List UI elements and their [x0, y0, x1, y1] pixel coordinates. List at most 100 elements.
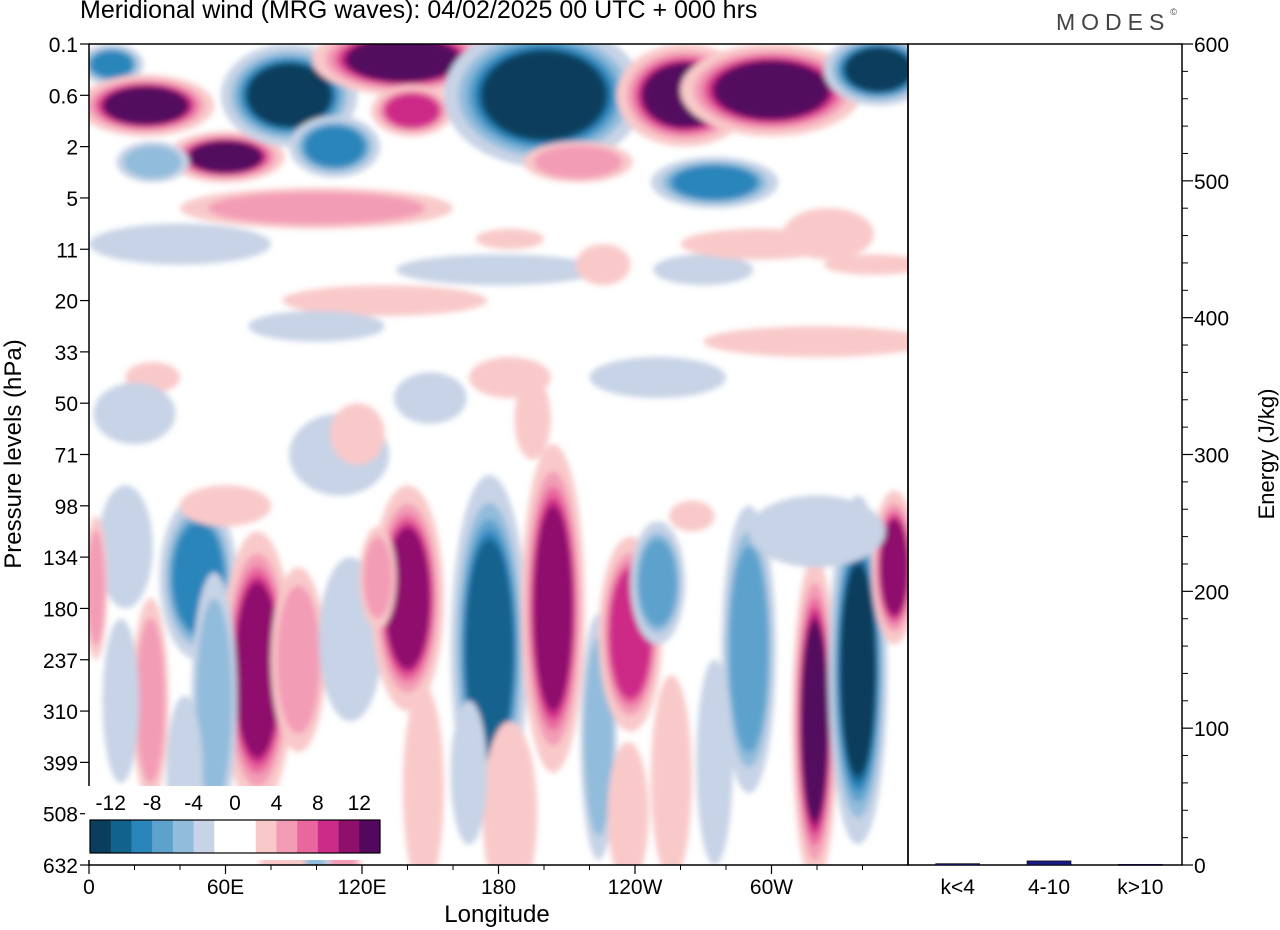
y-tick-label: 632 — [43, 855, 78, 878]
wind-anomaly — [89, 516, 108, 660]
colorbar-swatch — [131, 820, 153, 853]
wind-anomaly — [523, 141, 633, 183]
y-tick-label: 0.6 — [49, 85, 78, 108]
wind-anomaly — [823, 254, 908, 275]
energy-tick-label: 100 — [1194, 718, 1229, 741]
y-tick-label: 71 — [55, 445, 78, 468]
colorbar-swatch — [359, 820, 381, 853]
contour-band — [396, 254, 601, 286]
wind-anomaly — [102, 618, 140, 783]
wind-anomaly — [650, 156, 779, 209]
wind-anomaly — [220, 531, 294, 809]
y-axis-label: Pressure levels (hPa) — [0, 339, 27, 568]
wind-anomaly — [330, 403, 385, 465]
contour-band — [696, 659, 733, 865]
contour-band — [680, 228, 840, 260]
wind-anomaly — [475, 228, 544, 250]
contour-band — [465, 539, 514, 760]
wind-anomaly — [482, 721, 538, 865]
contour-band — [93, 382, 176, 445]
contour-band — [304, 126, 365, 167]
energy-tick-label: 200 — [1194, 581, 1229, 604]
wind-anomaly — [589, 357, 726, 399]
energy-frame — [907, 43, 1183, 866]
wind-anomaly — [521, 444, 585, 773]
contour-band — [650, 675, 692, 865]
contour-band — [350, 44, 456, 81]
wind-anomaly — [180, 187, 453, 229]
contour-band — [533, 506, 573, 711]
wind-anomaly — [371, 85, 453, 137]
contour-band — [638, 539, 678, 627]
colorbar-label: 12 — [348, 792, 371, 815]
colorbar-swatch — [255, 820, 277, 853]
contour-band — [589, 357, 726, 399]
wind-anomaly — [89, 223, 271, 265]
wind-anomaly — [575, 244, 631, 286]
contour-band — [384, 527, 431, 669]
colorbar-swatch — [338, 820, 360, 853]
x-tick-label: 120W — [608, 876, 663, 899]
wind-anomaly — [450, 700, 488, 845]
contour-band — [718, 63, 825, 118]
x-tick-label: 0 — [83, 876, 95, 899]
contour-band — [475, 228, 544, 250]
x-tick-label: 60E — [207, 876, 244, 899]
contour-band — [748, 495, 886, 568]
contour-band — [89, 530, 105, 646]
contour-band — [135, 618, 166, 784]
contour-band — [607, 741, 649, 865]
contour-band — [880, 519, 908, 616]
contour-band — [248, 310, 385, 342]
contour-band — [98, 485, 153, 609]
wind-anomaly — [359, 526, 397, 629]
contour-band — [840, 564, 876, 776]
x-axis-label: Longitude — [444, 901, 549, 928]
energy-bar — [1118, 864, 1163, 866]
y-tick-label: 50 — [55, 393, 78, 416]
wind-anomaly — [680, 228, 840, 260]
colorbar-label: -12 — [96, 792, 126, 815]
colorbar-label: 4 — [271, 792, 283, 815]
wind-anomaly — [696, 659, 733, 865]
energy-panel: 0 100 200 300 400 500 600 k<4 4-10 k>10 — [935, 34, 1229, 899]
contour-band — [514, 377, 551, 460]
wind-anomaly — [289, 115, 381, 178]
colorbar-swatch — [276, 820, 298, 853]
wind-anomaly — [791, 557, 838, 865]
wind-anomaly — [650, 675, 692, 865]
wind-anomaly — [721, 505, 777, 794]
energy-axis-label: Energy (J/kg) — [1254, 389, 1279, 520]
colorbar-swatch — [152, 820, 174, 853]
energy-tick-label: 500 — [1194, 171, 1229, 194]
wind-anomaly — [93, 382, 176, 445]
y-tick-label: 237 — [43, 650, 78, 673]
colorbar-outline — [89, 819, 381, 854]
energy-category-label: k>10 — [1117, 876, 1163, 899]
wind-anomaly — [443, 44, 645, 168]
contour-band — [249, 65, 329, 125]
contour-band — [729, 546, 769, 753]
colorbar-swatch — [214, 820, 236, 853]
wind-anomaly — [703, 326, 908, 358]
contour-band — [669, 500, 715, 532]
contour-band — [393, 372, 467, 424]
contour-band — [330, 403, 385, 465]
energy-tick-label: 300 — [1194, 445, 1229, 468]
x-tick-label: 60W — [750, 876, 793, 899]
energy-tick-label: 400 — [1194, 308, 1229, 331]
energy-category-label: 4-10 — [1028, 876, 1070, 899]
contour-band — [90, 51, 133, 78]
contour-band — [801, 623, 829, 820]
y-axis: 0.1 0.6 2 5 11 20 33 50 71 98 134 180 237 310 399 508 63… — [43, 34, 89, 878]
x-tick-label: 120E — [337, 876, 386, 899]
wind-anomaly — [823, 44, 908, 106]
wind-anomaly — [680, 44, 863, 137]
contour-band — [123, 145, 182, 179]
x-axis: 0 60E 120E 180 120W 60W — [83, 865, 863, 899]
contour-band — [234, 582, 281, 758]
colorbar-label: 8 — [312, 792, 324, 815]
brand-name: MODES — [1056, 9, 1171, 35]
wind-anomaly — [271, 567, 326, 753]
wind-anomaly — [371, 485, 444, 712]
